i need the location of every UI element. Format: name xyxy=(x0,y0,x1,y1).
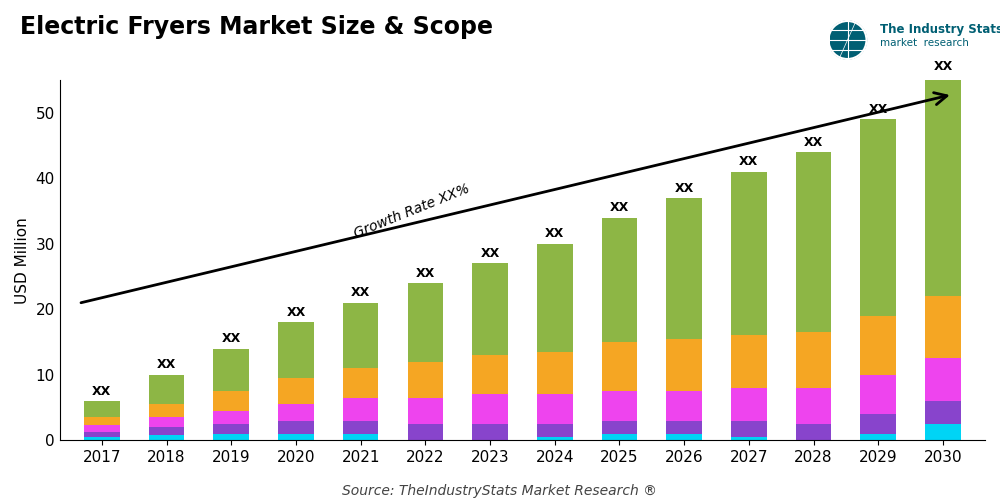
Bar xyxy=(84,401,120,417)
Bar xyxy=(472,355,508,395)
Bar xyxy=(860,120,896,316)
Text: XX: XX xyxy=(92,384,111,398)
Bar xyxy=(731,172,767,336)
Bar xyxy=(84,432,120,437)
Bar xyxy=(472,264,508,355)
Bar xyxy=(472,424,508,440)
Bar xyxy=(860,375,896,414)
Bar xyxy=(278,434,314,440)
Bar xyxy=(408,283,443,362)
Text: XX: XX xyxy=(869,103,888,116)
Bar xyxy=(84,418,120,425)
Bar xyxy=(537,424,573,437)
Text: XX: XX xyxy=(222,332,241,345)
Bar xyxy=(278,420,314,434)
Bar xyxy=(537,437,573,440)
Bar xyxy=(213,424,249,434)
Bar xyxy=(472,394,508,424)
Bar xyxy=(149,435,184,440)
Bar xyxy=(213,411,249,424)
Bar xyxy=(860,434,896,440)
Bar xyxy=(213,348,249,391)
Bar xyxy=(666,338,702,391)
Bar xyxy=(666,420,702,434)
Text: XX: XX xyxy=(416,267,435,280)
Bar xyxy=(343,420,378,434)
Bar xyxy=(925,401,961,424)
Bar xyxy=(602,434,637,440)
Bar xyxy=(278,322,314,378)
Text: The Industry Stats: The Industry Stats xyxy=(880,22,1000,36)
Bar xyxy=(860,414,896,434)
Bar xyxy=(84,425,120,432)
Text: XX: XX xyxy=(480,247,500,260)
Text: XX: XX xyxy=(351,286,370,300)
Text: Electric Fryers Market Size & Scope: Electric Fryers Market Size & Scope xyxy=(20,15,493,39)
Bar xyxy=(731,388,767,420)
Text: XX: XX xyxy=(933,60,953,74)
Bar xyxy=(602,391,637,420)
Bar xyxy=(343,302,378,368)
Bar xyxy=(796,332,831,388)
Bar xyxy=(925,424,961,440)
Text: Growth Rate XX%: Growth Rate XX% xyxy=(351,182,471,241)
Bar xyxy=(343,434,378,440)
Bar xyxy=(149,404,184,417)
Bar xyxy=(731,336,767,388)
Bar xyxy=(149,418,184,427)
Bar xyxy=(213,391,249,411)
Bar xyxy=(666,198,702,338)
Bar xyxy=(343,368,378,398)
Bar xyxy=(408,362,443,398)
Bar xyxy=(602,218,637,342)
Text: XX: XX xyxy=(545,228,564,240)
Text: XX: XX xyxy=(286,306,306,319)
Bar xyxy=(602,420,637,434)
Text: Source: TheIndustryStats Market Research ®: Source: TheIndustryStats Market Research… xyxy=(342,484,658,498)
Text: market  research: market research xyxy=(880,38,969,48)
Bar xyxy=(213,434,249,440)
Bar xyxy=(796,152,831,332)
Text: XX: XX xyxy=(675,182,694,194)
Bar xyxy=(343,398,378,420)
Bar xyxy=(860,316,896,375)
Bar xyxy=(925,358,961,401)
Bar xyxy=(537,394,573,424)
Bar xyxy=(149,375,184,404)
Bar xyxy=(278,404,314,420)
Circle shape xyxy=(828,21,866,59)
Bar xyxy=(537,352,573,395)
Bar xyxy=(84,437,120,440)
Bar xyxy=(925,76,961,296)
Y-axis label: USD Million: USD Million xyxy=(15,217,30,304)
Bar xyxy=(666,391,702,420)
Bar xyxy=(408,398,443,424)
Bar xyxy=(731,420,767,437)
Bar xyxy=(537,244,573,352)
Bar xyxy=(796,424,831,440)
Bar xyxy=(731,437,767,440)
Bar xyxy=(408,424,443,440)
Bar xyxy=(796,388,831,424)
Text: XX: XX xyxy=(610,202,629,214)
Text: XX: XX xyxy=(157,358,176,372)
Bar xyxy=(278,378,314,404)
Text: XX: XX xyxy=(739,156,758,168)
Bar xyxy=(925,296,961,358)
Bar xyxy=(149,427,184,435)
Text: XX: XX xyxy=(804,136,823,149)
Bar xyxy=(602,342,637,391)
Bar xyxy=(666,434,702,440)
